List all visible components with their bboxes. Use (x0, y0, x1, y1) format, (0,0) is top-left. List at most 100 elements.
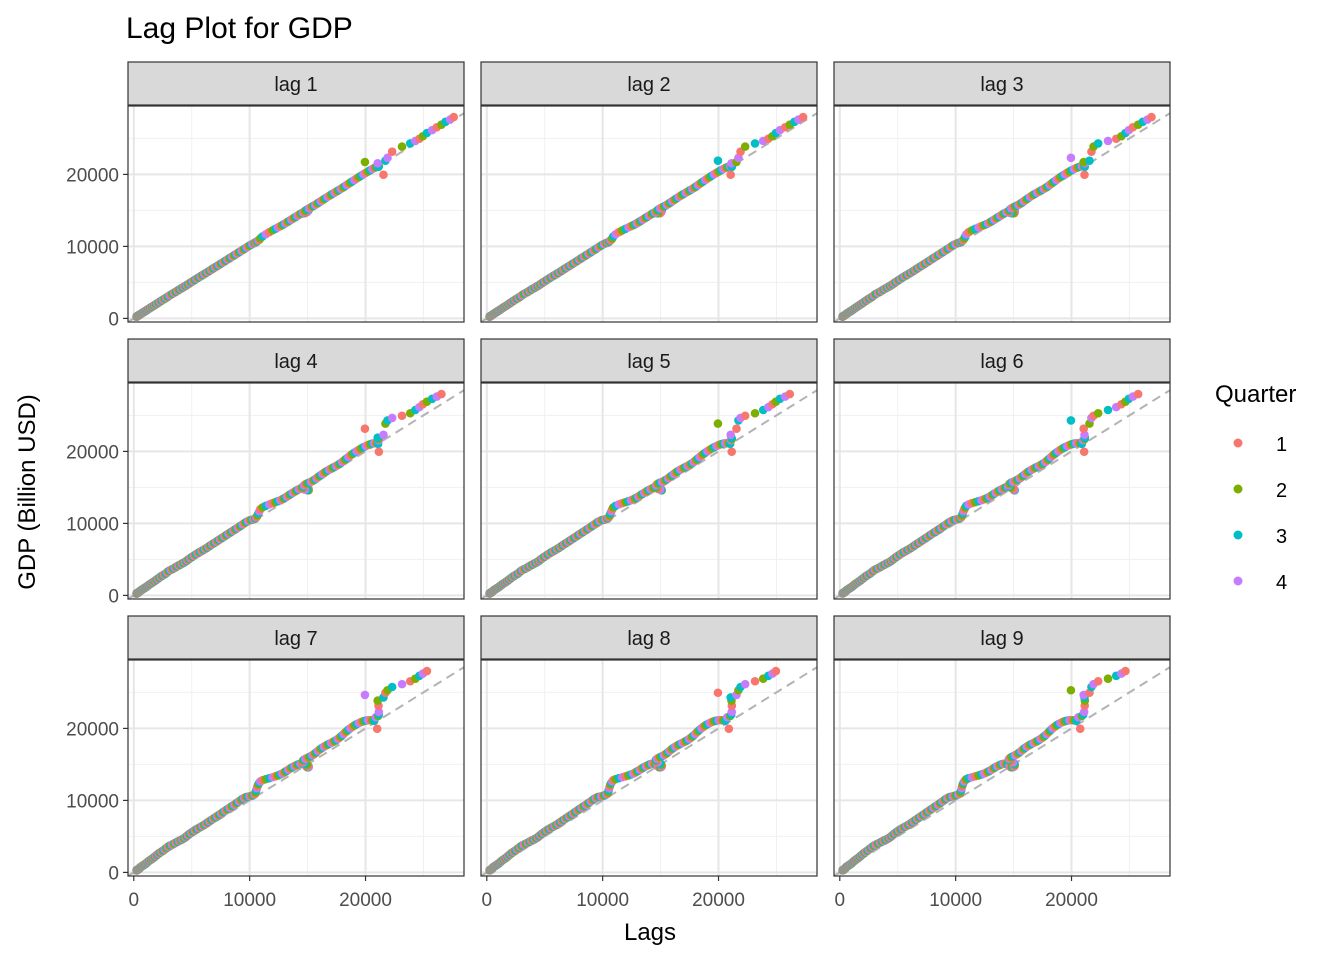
data-points (838, 112, 1156, 321)
y-tick-label: 10000 (66, 237, 119, 258)
data-point (372, 724, 382, 734)
y-tick-label: 20000 (66, 719, 119, 740)
y-tick-label: 0 (108, 309, 119, 330)
y-axis-label: GDP (Billion USD) (14, 394, 41, 590)
data-point (1066, 416, 1076, 425)
facet-panel: lag 1 0 10000 20000 (66, 61, 465, 330)
gridlines (834, 106, 1170, 322)
data-point (1147, 112, 1156, 122)
facet-panels: lag 1 0 10000 20000 lag 2 lag 3 lag 4 0 10000 200… (66, 61, 1171, 911)
data-point (727, 447, 737, 457)
panel-border (480, 659, 818, 877)
facet-strip-label: lag 4 (274, 351, 317, 373)
data-point (1093, 676, 1103, 686)
chart-title: Lag Plot for GDP (126, 12, 353, 45)
data-point (373, 158, 382, 168)
data-point (1080, 170, 1089, 180)
facet-strip (127, 61, 465, 106)
data-point (1121, 666, 1130, 676)
panel-border (127, 382, 465, 600)
data-point (740, 142, 750, 151)
data-point (1103, 405, 1113, 415)
panel-border (480, 382, 818, 600)
legend-label: 2 (1276, 480, 1287, 502)
data-point (1066, 153, 1076, 163)
data-point (740, 411, 750, 421)
y-tick-label: 10000 (66, 514, 119, 535)
panel-border (833, 382, 1171, 600)
gridlines (834, 660, 1170, 876)
data-point (798, 112, 808, 122)
data-points (132, 666, 432, 875)
data-point (750, 676, 760, 686)
legend-label: 3 (1276, 526, 1287, 548)
x-tick-label: 10000 (929, 890, 982, 911)
facet-strip (833, 338, 1171, 383)
data-point (740, 679, 750, 689)
facet-strip-label: lag 6 (980, 351, 1023, 373)
facet-strip (127, 615, 465, 660)
facet-strip-label: lag 8 (627, 628, 670, 650)
panel-border (833, 659, 1171, 877)
panel-border (127, 659, 465, 877)
data-point (1103, 674, 1113, 684)
legend-key (1233, 530, 1243, 540)
panel-border (480, 105, 818, 323)
x-tick-label: 0 (129, 890, 140, 911)
y-tick-label: 20000 (66, 442, 119, 463)
data-points (838, 389, 1143, 598)
data-point (437, 389, 446, 399)
data-point (379, 430, 388, 440)
legend-key (1233, 438, 1243, 448)
data-points (132, 112, 458, 321)
data-point (1093, 408, 1103, 418)
legend: Quarter 1 2 3 4 (1215, 381, 1296, 594)
data-point (1085, 156, 1094, 166)
data-points (132, 389, 446, 598)
data-point (713, 419, 723, 428)
data-point (397, 411, 407, 421)
facet-panel: lag 2 (480, 61, 818, 323)
gridlines (128, 106, 464, 322)
data-point (449, 112, 458, 122)
data-point (1079, 424, 1088, 434)
facet-panel: lag 8 0 10000 20000 (480, 615, 818, 911)
data-points (485, 389, 795, 598)
facet-strip-label: lag 5 (627, 351, 670, 373)
data-point (360, 690, 370, 700)
data-point (387, 147, 397, 157)
facet-panel: lag 9 0 10000 20000 (833, 615, 1171, 911)
data-point (1103, 136, 1113, 146)
facet-strip (833, 615, 1171, 660)
x-axis-label: Lags (624, 919, 676, 946)
y-tick-label: 0 (108, 863, 119, 884)
legend-key (1233, 484, 1243, 494)
data-point (750, 139, 760, 148)
data-point (1066, 685, 1076, 695)
x-tick-label: 10000 (223, 890, 276, 911)
data-point (713, 156, 723, 166)
data-point (422, 666, 432, 676)
data-points (485, 112, 808, 321)
facet-strip (127, 338, 465, 383)
data-point (724, 724, 734, 734)
y-tick-label: 10000 (66, 791, 119, 812)
x-tick-label: 20000 (339, 890, 392, 911)
facet-panel: lag 5 (480, 338, 818, 600)
data-point (1133, 389, 1143, 399)
x-tick-label: 20000 (692, 890, 745, 911)
data-point (785, 389, 795, 399)
data-point (387, 682, 397, 692)
gridlines (128, 383, 464, 599)
legend-title: Quarter (1215, 381, 1296, 408)
data-point (1079, 447, 1089, 457)
data-point (374, 447, 384, 457)
data-point (1075, 724, 1085, 734)
panel-border (833, 105, 1171, 323)
data-point (726, 430, 735, 440)
data-point (397, 142, 407, 151)
data-point (750, 408, 760, 418)
y-tick-label: 0 (108, 586, 119, 607)
